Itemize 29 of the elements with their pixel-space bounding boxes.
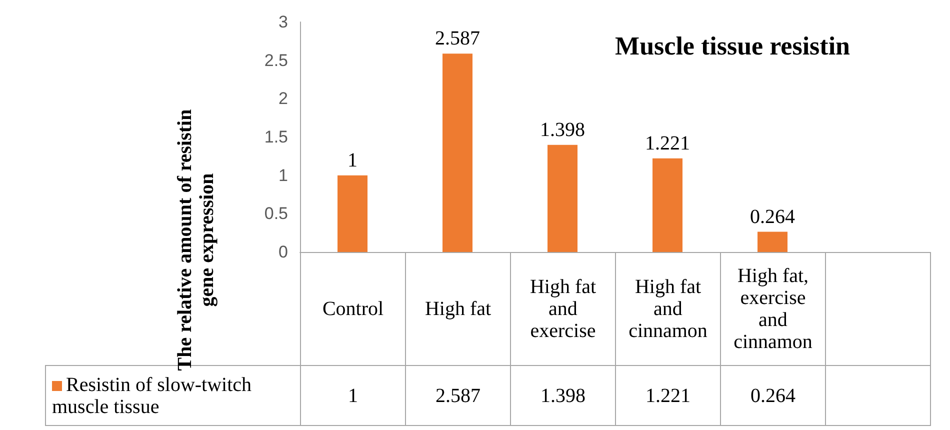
text: 2.587 (406, 366, 510, 426)
bar (758, 232, 788, 252)
x-tick-label: Control (300, 252, 406, 366)
bar (338, 175, 368, 252)
x-tick-label: High fat and exercise (510, 252, 616, 366)
text: 0.264 (720, 366, 826, 426)
bar (442, 54, 472, 252)
chart-title: Muscle tissue resistin (615, 32, 851, 60)
y-tick-label: 0.5 (264, 204, 288, 224)
text: 1.398 (510, 366, 616, 426)
data-label: 1 (348, 149, 358, 172)
data-label: 0.264 (750, 206, 795, 228)
legend-label: Resistin of slow-twitch muscle tissue (52, 374, 252, 418)
y-tick-label: 3 (278, 12, 288, 32)
text: 1.221 (616, 366, 720, 426)
y-axis-title: The relative amount of resistin gene expression (174, 109, 218, 371)
x-tick-label: High fat (406, 252, 510, 366)
data-label: 2.587 (435, 28, 480, 50)
y-tick-label: 2.5 (264, 50, 288, 70)
x-tick-label: High fat and cinnamon (616, 252, 720, 366)
data-label: 1.398 (540, 118, 585, 141)
y-tick-label: 1 (278, 166, 288, 185)
bar (548, 144, 578, 252)
x-tick-label: High fat, exercise and cinnamon (720, 252, 826, 366)
bar (652, 158, 682, 252)
y-tick-label: 2 (278, 89, 288, 108)
y-tick-label: 1.5 (264, 128, 288, 146)
data-label: 1.221 (645, 132, 690, 154)
y-tick-label: 0 (278, 242, 288, 262)
